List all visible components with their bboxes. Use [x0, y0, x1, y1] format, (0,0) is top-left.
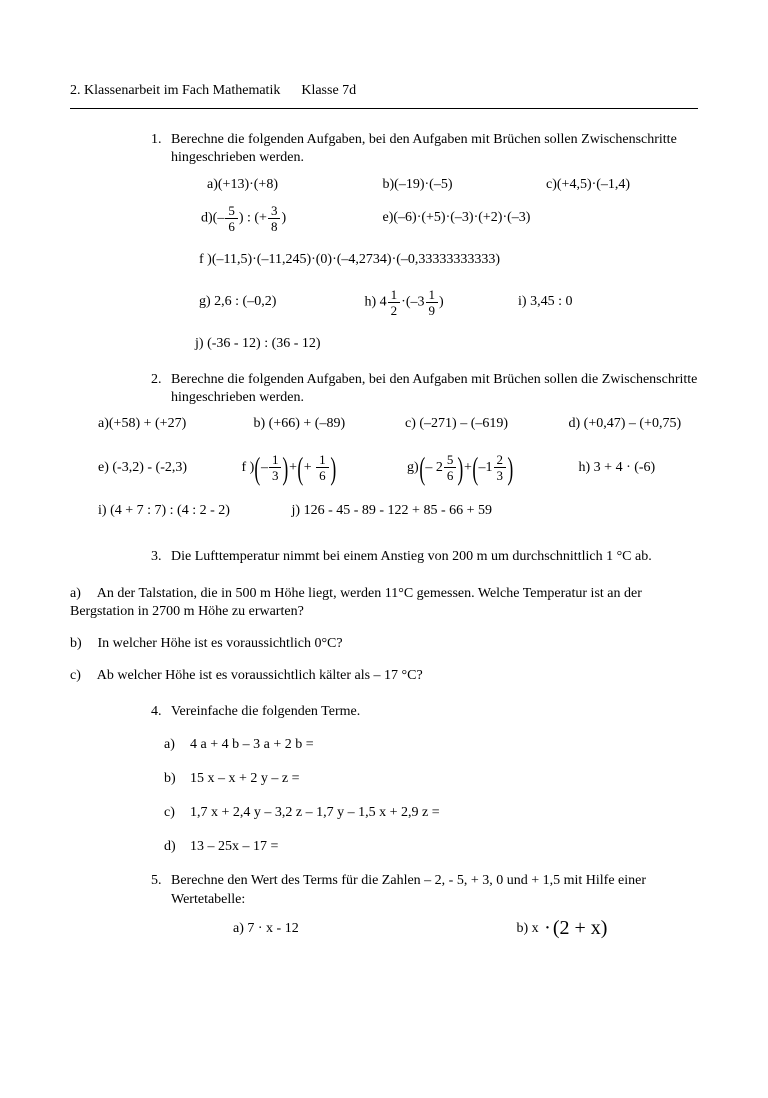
- label: a): [98, 416, 109, 431]
- q3c: c) Ab welcher Höhe ist es voraussichtlic…: [70, 667, 698, 685]
- q2a: (+58) + (+27): [109, 416, 186, 431]
- label: j): [292, 503, 301, 518]
- txt: ) : (+: [239, 211, 267, 226]
- q1g: 2,6 : (–0,2): [214, 294, 276, 309]
- label: c): [164, 804, 190, 822]
- txt: +: [464, 460, 472, 475]
- q1-text: Berechne die folgenden Aufgaben, bei den…: [171, 132, 677, 165]
- header-title: 2. Klassenarbeit im Fach Mathematik: [70, 83, 280, 98]
- label: a): [233, 921, 244, 936]
- q3a: a) An der Talstation, die in 500 m Höhe …: [70, 585, 698, 621]
- q2d: (+0,47) – (+0,75): [584, 416, 681, 431]
- q1b: (–19)·(–5): [394, 177, 452, 192]
- task-4: Vereinfache die folgenden Terme.: [70, 703, 698, 721]
- q5-text: Berechne den Wert des Terms für die Zahl…: [171, 873, 646, 906]
- label: e): [383, 210, 394, 225]
- q4d: 13 – 25x – 17 =: [190, 839, 278, 854]
- q2-body: a)(+58) + (+27) b) (+66) + (–89) c) (–27…: [70, 415, 698, 520]
- frac: 13: [269, 453, 282, 482]
- q5-body: a) 7 · x - 12 b) x ·(2 + x): [171, 915, 698, 941]
- frac: 23: [494, 453, 507, 482]
- task-1: Berechne die folgenden Aufgaben, bei den…: [70, 131, 698, 407]
- q4a: 4 a + 4 b – 3 a + 2 b =: [190, 737, 314, 752]
- txt: ): [439, 294, 444, 309]
- label: f ): [242, 460, 255, 475]
- label: h): [579, 460, 591, 475]
- q4-text: Vereinfache die folgenden Terme.: [171, 704, 360, 719]
- q2h: 3 + 4 · (-6): [594, 460, 656, 475]
- label: c): [70, 667, 94, 685]
- frac: 16: [316, 453, 329, 482]
- txt: +: [289, 460, 297, 475]
- label: a): [207, 177, 218, 192]
- frac: 56: [444, 453, 457, 482]
- q2j: 126 - 45 - 89 - 122 + 85 - 66 + 59: [304, 503, 492, 518]
- txt: ): [281, 211, 286, 226]
- q3b-text: In welcher Höhe ist es voraussichtlich 0…: [98, 636, 343, 651]
- q4-body: a)4 a + 4 b – 3 a + 2 b = b)15 x – x + 2…: [70, 736, 698, 857]
- header-separator: [70, 108, 698, 109]
- q1c: (+4,5)·(–1,4): [557, 177, 630, 192]
- txt: 4: [380, 294, 387, 309]
- label: b): [517, 921, 529, 936]
- q2e: (-3,2) - (-2,3): [112, 460, 187, 475]
- label: d): [569, 416, 581, 431]
- txt: – 2: [425, 460, 443, 475]
- q4b: 15 x – x + 2 y – z =: [190, 771, 300, 786]
- label: g): [199, 294, 211, 309]
- label: c): [405, 416, 416, 431]
- label: d): [201, 211, 213, 226]
- q5b-expr: (2 + x): [553, 917, 608, 939]
- q3b: b) In welcher Höhe ist es voraussichtlic…: [70, 635, 698, 653]
- txt: +: [304, 460, 315, 475]
- label: g): [407, 460, 419, 475]
- txt: (–: [213, 211, 225, 226]
- frac: 19: [426, 288, 439, 317]
- q2c: (–271) – (–619): [419, 416, 508, 431]
- label: h): [365, 294, 377, 309]
- label: b): [383, 177, 395, 192]
- q1i: 3,45 : 0: [530, 294, 572, 309]
- q5a: 7 · x - 12: [247, 921, 298, 936]
- task-2: Berechne die folgenden Aufgaben, bei den…: [165, 371, 698, 407]
- label: a): [164, 736, 190, 754]
- label: f ): [199, 252, 212, 267]
- task-5: Berechne den Wert des Terms für die Zahl…: [70, 872, 698, 940]
- txt: x: [532, 921, 543, 936]
- header-class: Klasse 7d: [301, 83, 356, 98]
- q3c-text: Ab welcher Höhe ist es voraussichtlich k…: [97, 668, 423, 683]
- label: c): [546, 177, 557, 192]
- q2-text: Berechne die folgenden Aufgaben, bei den…: [171, 372, 697, 405]
- q1j: (-36 - 12) : (36 - 12): [207, 336, 321, 351]
- worksheet-header: 2. Klassenarbeit im Fach Mathematik Klas…: [70, 82, 698, 100]
- frac: 56: [225, 204, 238, 233]
- q3a-text: An der Talstation, die in 500 m Höhe lie…: [70, 586, 642, 619]
- q1-body: a)(+13)·(+8) b)(–19)·(–5) c)(+4,5)·(–1,4…: [171, 176, 698, 354]
- label: d): [164, 838, 190, 856]
- label: i): [518, 294, 527, 309]
- txt: ·(–3: [401, 294, 424, 309]
- task-3: Die Lufttemperatur nimmt bei einem Ansti…: [70, 548, 698, 566]
- label: b): [254, 416, 266, 431]
- txt: –: [261, 460, 268, 475]
- q1f: (–11,5)·(–11,245)·(0)·(–4,2734)·(–0,3333…: [212, 252, 500, 267]
- label: a): [70, 585, 94, 603]
- q1a: (+13)·(+8): [218, 177, 278, 192]
- label: i): [98, 503, 107, 518]
- label: b): [164, 770, 190, 788]
- frac: 12: [388, 288, 401, 317]
- label: j): [195, 336, 204, 351]
- label: b): [70, 635, 94, 653]
- txt: –1: [479, 460, 493, 475]
- q2i: (4 + 7 : 7) : (4 : 2 - 2): [110, 503, 230, 518]
- q2b: (+66) + (–89): [269, 416, 345, 431]
- q1e: (–6)·(+5)·(–3)·(+2)·(–3): [393, 210, 530, 225]
- frac: 38: [268, 204, 281, 233]
- q4c: 1,7 x + 2,4 y – 3,2 z – 1,7 y – 1,5 x + …: [190, 805, 440, 820]
- q3-text: Die Lufttemperatur nimmt bei einem Ansti…: [171, 549, 652, 564]
- label: e): [98, 460, 109, 475]
